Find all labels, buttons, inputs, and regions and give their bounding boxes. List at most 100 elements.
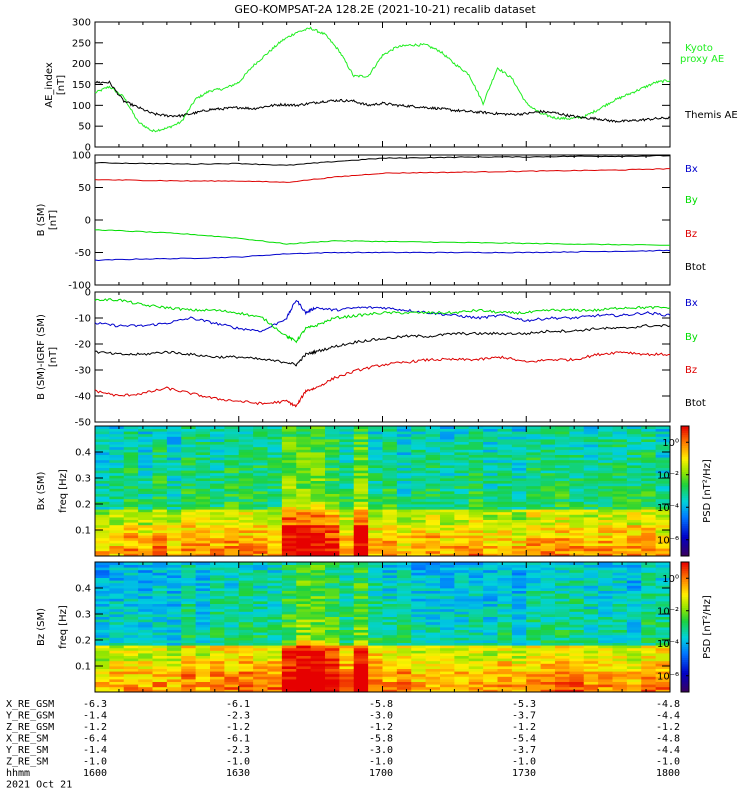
heat-cell [511, 582, 527, 586]
heat-cell [325, 627, 340, 630]
heat-cell [583, 506, 599, 510]
heat-cell [468, 645, 484, 649]
heat-cell [325, 452, 340, 455]
heat-cell [526, 524, 542, 528]
heat-cell [195, 436, 211, 440]
heat-cell [195, 527, 211, 531]
heat-cell [224, 575, 240, 578]
heat-cell [382, 645, 398, 649]
heat-cell [411, 606, 427, 610]
heat-cell [310, 511, 326, 515]
heat-cell [95, 645, 110, 649]
heat-cell [497, 676, 513, 680]
heat-cell [339, 524, 355, 528]
heat-cell [368, 645, 383, 649]
heat-cell [425, 470, 441, 474]
heat-cell [612, 627, 628, 630]
heat-cell [181, 575, 197, 578]
heat-cell [296, 668, 312, 672]
heat-cell [583, 577, 599, 581]
heat-cell [411, 467, 427, 471]
heat-cell [655, 465, 671, 468]
heat-cell [123, 522, 139, 526]
heat-cell [210, 524, 225, 528]
heat-cell [583, 491, 599, 494]
heat-cell [425, 585, 441, 589]
colorbar-segment [681, 549, 689, 553]
ephemeris-row-label: Z_RE_SM [6, 757, 48, 768]
heat-cell [425, 433, 441, 437]
heat-cell [281, 493, 297, 497]
heat-cell [497, 686, 513, 690]
heat-cell [152, 530, 168, 533]
colorbar-segment [681, 670, 689, 673]
heat-cell [540, 465, 556, 468]
heat-cell [425, 483, 441, 487]
heat-cell [641, 666, 657, 669]
heat-cell [281, 624, 297, 628]
heat-cell [425, 431, 441, 435]
heat-cell [95, 658, 110, 662]
heat-cell [425, 514, 441, 518]
heat-cell [109, 588, 125, 591]
heat-cell [468, 543, 484, 546]
heat-cell [555, 611, 570, 615]
heat-cell [425, 537, 441, 541]
heat-cell [641, 537, 657, 541]
heat-cell [325, 428, 340, 432]
heat-cell [569, 517, 585, 520]
heat-cell [396, 449, 412, 453]
heat-cell [425, 572, 441, 576]
ephemeris-value: -1.2 [83, 722, 107, 733]
heat-cell [411, 595, 427, 599]
heat-cell [253, 527, 268, 531]
heat-cell [339, 540, 355, 544]
heat-cell [569, 608, 585, 612]
heat-cell [353, 642, 369, 646]
heat-cell [123, 679, 139, 682]
heat-cell [325, 530, 340, 533]
heat-cell [339, 645, 355, 649]
heat-cell [123, 553, 139, 557]
heat-cell [253, 619, 268, 623]
heat-cell [152, 439, 168, 442]
heat-cell [109, 540, 125, 544]
heat-cell [655, 535, 671, 539]
heat-cell [440, 653, 455, 656]
heat-cell [598, 621, 613, 625]
heat-cell [626, 621, 642, 625]
ephemeris-value: -6.3 [83, 699, 107, 710]
heat-cell [382, 676, 398, 680]
colorbar-segment [681, 436, 689, 440]
heat-cell [267, 543, 283, 546]
heat-cell [281, 478, 297, 481]
heat-cell [353, 433, 369, 437]
heat-cell [440, 640, 455, 643]
heat-cell [310, 431, 326, 435]
heat-cell [655, 679, 671, 682]
heat-cell [152, 472, 168, 476]
heat-cell [454, 475, 470, 479]
colorbar-segment [681, 681, 689, 684]
heat-cell [353, 676, 369, 680]
heat-cell [626, 470, 642, 474]
heat-cell [497, 606, 513, 610]
heat-cell [598, 446, 613, 450]
heat-cell [483, 501, 498, 505]
heat-cell [310, 572, 326, 576]
heat-cell [296, 519, 312, 523]
heat-cell [382, 673, 398, 677]
heat-cell [325, 577, 340, 581]
heat-cell [540, 569, 556, 573]
heat-cell [555, 614, 570, 617]
heat-cell [483, 640, 498, 643]
heat-cell [224, 569, 240, 573]
heat-cell [540, 650, 556, 654]
heat-cell [253, 428, 268, 432]
heat-cell [368, 569, 383, 573]
heat-cell [583, 580, 599, 584]
heat-cell [267, 598, 283, 602]
heat-cell [526, 522, 542, 526]
heat-cell [267, 483, 283, 487]
heat-cell [411, 634, 427, 638]
